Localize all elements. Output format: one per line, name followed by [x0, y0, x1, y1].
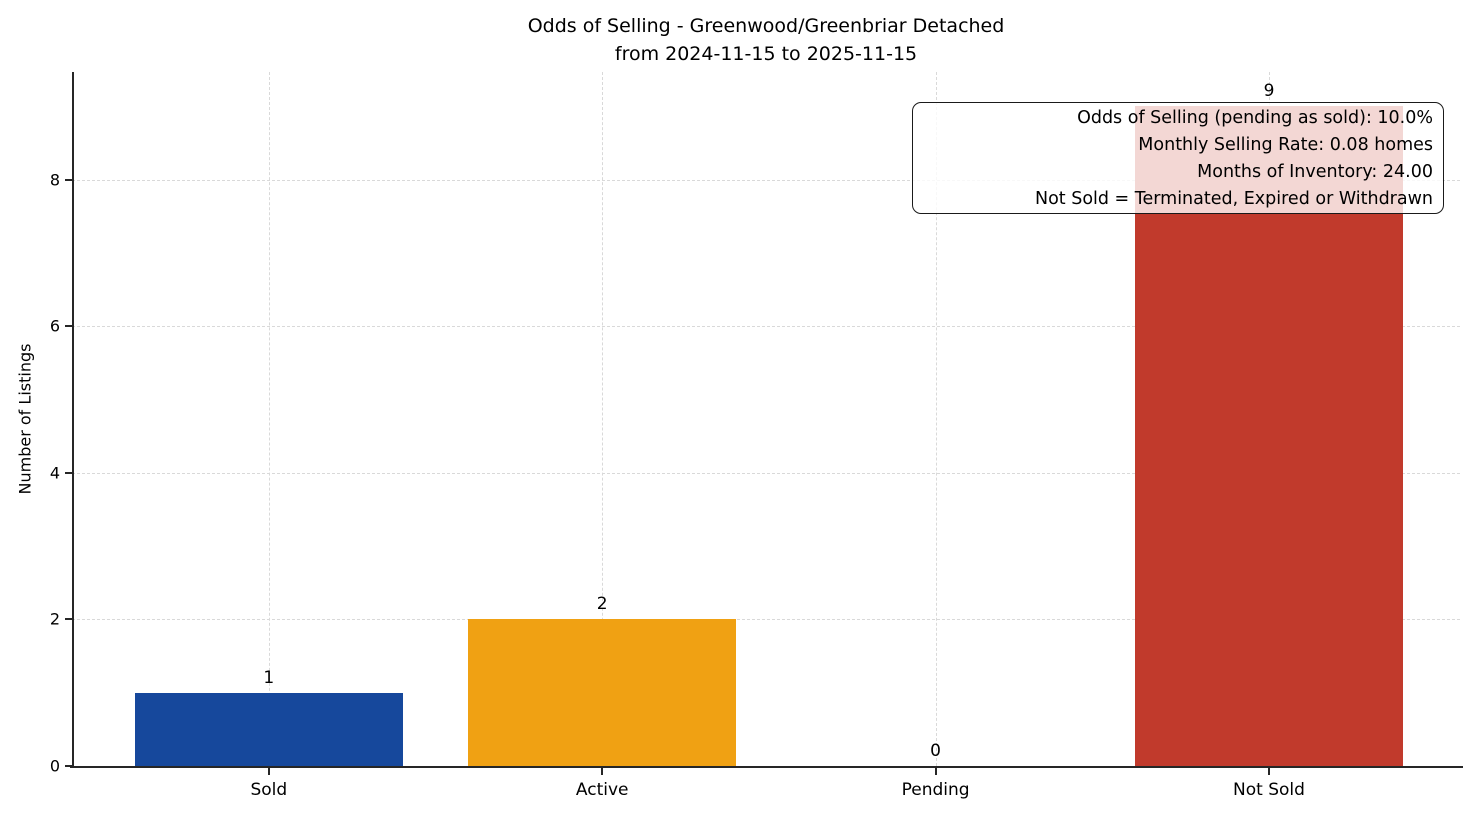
x-ticklabel-sold: Sold [250, 780, 288, 800]
bar-active [468, 619, 737, 766]
chart-title: Odds of Selling - Greenwood/Greenbriar D… [72, 12, 1460, 68]
chart-title-line1: Odds of Selling - Greenwood/Greenbriar D… [527, 15, 1005, 37]
x-tickmark-sold [267, 768, 270, 775]
gridline-y-4 [72, 472, 1460, 474]
gridline-x-active [602, 72, 604, 766]
y-tickmark-6 [65, 325, 72, 328]
x-ticklabel-pending: Pending [901, 780, 970, 800]
y-ticklabel-8: 8 [49, 170, 60, 190]
annotation-months-of-inventory: Months of Inventory: 24.00 [1197, 162, 1433, 182]
x-tickmark-pending [934, 768, 937, 775]
annotation-odds-of-selling: Odds of Selling (pending as sold): 10.0% [1077, 108, 1433, 128]
x-tickmark-not-sold [1268, 768, 1270, 775]
y-axis-line [72, 72, 74, 766]
bar-value-label-sold: 1 [263, 667, 275, 688]
bar-value-label-pending: 0 [930, 741, 942, 761]
y-ticklabel-0: 0 [49, 756, 60, 776]
x-ticklabel-not-sold: Not Sold [1233, 780, 1305, 800]
x-tickmark-active [601, 768, 604, 775]
y-ticklabel-2: 2 [49, 609, 60, 629]
annotation-box: Odds of Selling (pending as sold): 10.0%… [912, 102, 1444, 214]
x-axis-line [70, 766, 1463, 768]
chart-title-line2: from 2024-11-15 to 2025-11-15 [614, 43, 918, 65]
y-ticklabel-6: 6 [49, 316, 60, 336]
bar-value-label-active: 2 [596, 594, 608, 615]
gridline-x-sold [268, 72, 270, 766]
x-ticklabel-active: Active [575, 780, 629, 800]
gridline-y-6 [72, 326, 1460, 328]
bar-sold [134, 692, 403, 766]
y-tickmark-0 [65, 765, 72, 767]
gridline-x-pending [935, 72, 937, 766]
y-tickmark-2 [65, 618, 72, 621]
y-ticklabel-4: 4 [49, 463, 60, 483]
annotation-not-sold-definition: Not Sold = Terminated, Expired or Withdr… [1034, 189, 1433, 209]
y-tickmark-8 [65, 178, 72, 181]
bar-not-sold [1135, 106, 1403, 766]
gridline-y-8 [72, 179, 1460, 181]
bar-value-label-not-sold: 9 [1263, 81, 1275, 102]
y-tickmark-4 [65, 471, 72, 474]
annotation-monthly-selling-rate: Monthly Selling Rate: 0.08 homes [1138, 135, 1433, 155]
gridline-y-2 [72, 619, 1460, 621]
